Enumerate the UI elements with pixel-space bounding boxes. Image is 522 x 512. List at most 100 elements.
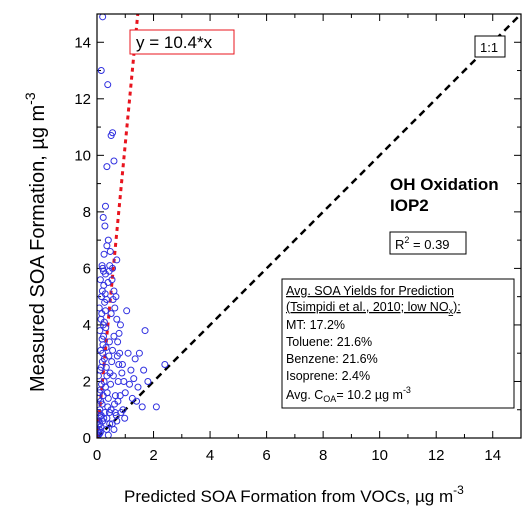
avg-coa: Avg. COA= 10.2 µg m-3 [286,385,411,404]
data-point [120,377,128,385]
data-point [97,406,104,414]
data-point [97,397,105,405]
y-axis-title: Measured SOA Formation, µg m-3 [22,92,49,392]
yield-item: Isoprene: 2.4% [286,369,370,383]
data-point [103,426,111,434]
y-tick-label: 10 [74,147,91,164]
x-tick-label: 10 [371,447,388,464]
data-point [114,338,122,346]
data-point [105,267,113,275]
data-point [100,250,108,258]
data-point [113,256,121,264]
annotation-title-line1: OH Oxidation [390,175,499,194]
data-point [97,409,103,417]
data-point [118,361,126,369]
y-tick-label: 6 [83,260,91,277]
data-point [141,327,149,335]
data-point [97,346,105,354]
data-point [113,352,121,360]
data-point [100,318,108,326]
data-point [115,329,123,337]
yield-item: Toluene: 21.6% [286,335,372,349]
plot-frame [96,13,522,439]
data-point [107,310,115,318]
data-point [111,392,119,400]
data-point [135,349,143,357]
fit-line [97,14,140,438]
x-tick-label: 14 [484,447,501,464]
data-point [152,403,160,411]
fit-line-label: y = 10.4*x [136,33,213,52]
data-point [128,394,136,402]
yield-item: Benzene: 21.6% [286,352,378,366]
yield-item: MT: 17.2% [286,318,345,332]
one-to-one-label-box [474,35,506,58]
data-point [99,14,107,21]
data-point [98,310,106,318]
data-point [121,414,129,422]
data-point [100,281,108,289]
data-point [104,431,112,438]
yields-header-line2: (Tsimpidi et al., 2010; low NOx): [286,300,461,316]
data-point [103,163,111,171]
y-tick-label: 14 [74,34,91,51]
one-to-one-line [97,14,521,438]
data-point [101,222,109,230]
data-point [131,355,139,363]
data-point [118,369,126,377]
data-point [97,372,102,380]
data-point [127,366,135,374]
y-tick-label: 2 [83,373,91,390]
y-tick-label: 8 [83,204,91,221]
data-point [123,307,131,315]
fit-label-box [129,29,235,55]
x-tick-label: 0 [93,447,101,464]
x-tick-label: 12 [428,447,445,464]
data-point [97,276,104,284]
data-point [97,327,104,335]
data-point [108,420,116,428]
data-point [98,287,106,295]
data-point [104,394,112,402]
data-point [103,414,111,422]
annotation-title-line2: IOP2 [390,196,429,215]
data-point [107,380,115,388]
data-point [134,383,142,391]
y-tick-label: 12 [74,91,91,108]
data-point [99,264,107,272]
data-point [100,414,108,422]
data-point [121,389,129,397]
one-to-one-label: 1:1 [480,40,498,55]
data-point [126,380,134,388]
data-point [100,332,108,340]
data-point [114,397,122,405]
data-point [97,389,104,397]
data-point [116,321,124,329]
data-point [108,276,116,284]
data-point [97,423,105,431]
data-point [98,358,106,366]
data-point [97,304,103,312]
data-point [112,293,120,301]
r2-box [389,231,467,255]
data-point [103,389,111,397]
data-point [113,315,121,323]
data-point [110,157,118,165]
x-tick-label: 2 [149,447,157,464]
data-point [101,202,109,210]
data-point [102,363,110,371]
data-point [107,132,115,140]
data-point [106,247,114,255]
data-point [104,81,112,89]
data-point [105,352,113,360]
data-point [97,67,105,75]
data-point [103,242,111,250]
x-tick-label: 8 [319,447,327,464]
x-tick-label: 6 [262,447,270,464]
data-point [119,406,127,414]
data-point [109,372,117,380]
y-tick-label: 4 [83,317,91,334]
data-point [106,420,114,428]
r2-label: R2 = 0.39 [395,235,450,252]
data-point [104,236,112,244]
